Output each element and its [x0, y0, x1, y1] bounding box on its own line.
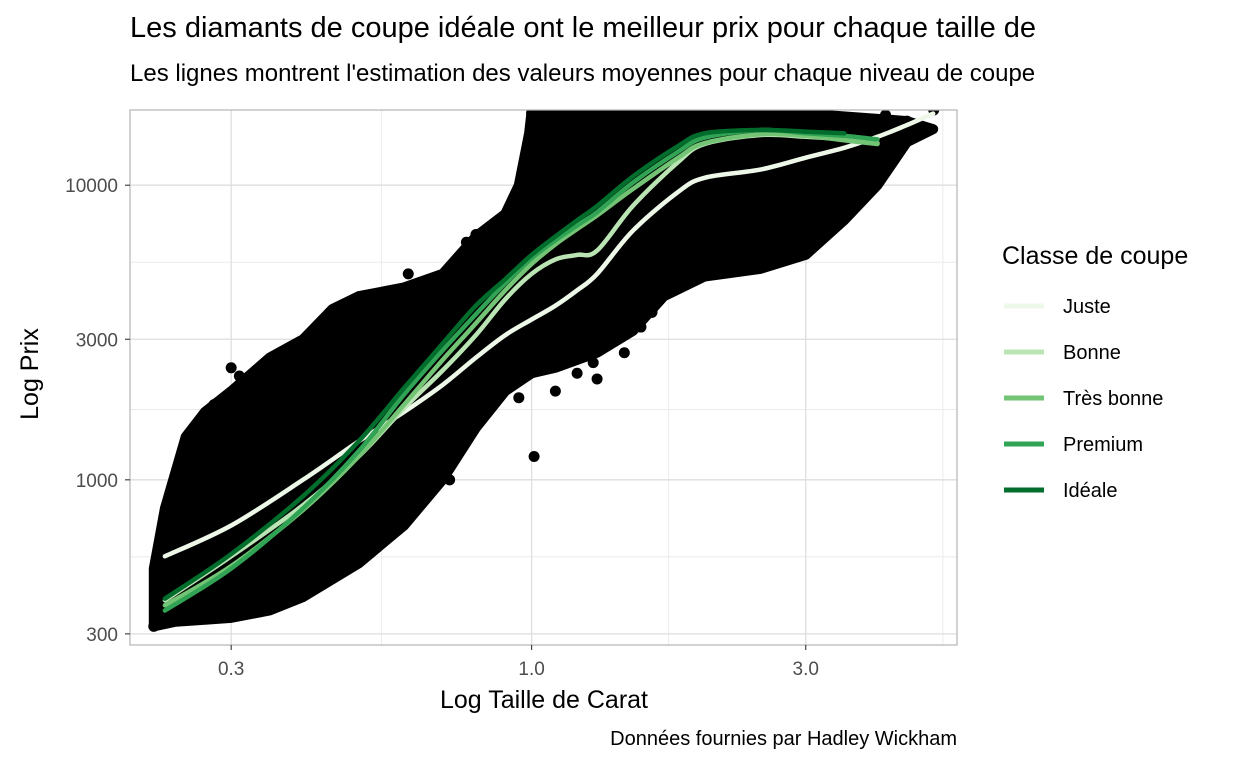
scatter-point: [476, 242, 488, 254]
scatter-point: [705, 253, 717, 265]
legend-label-1: Juste: [1063, 296, 1111, 318]
chart-caption: Données fournies par Hadley Wickham: [610, 728, 957, 750]
scatter-point: [618, 347, 630, 359]
y-tick-label: 10000: [65, 176, 118, 197]
scatter-point: [332, 314, 344, 326]
scatter-point: [528, 450, 540, 462]
scatter-point: [646, 306, 658, 318]
scatter-point: [808, 172, 820, 184]
scatter-point: [362, 474, 374, 486]
scatter-point: [538, 333, 550, 345]
scatter-point: [827, 114, 839, 126]
legend-label-3: Très bonne: [1063, 388, 1163, 410]
series-line-3: [162, 131, 880, 608]
scatter-point: [796, 245, 808, 257]
legend-label-5: Idéale: [1063, 480, 1118, 502]
scatter-point: [457, 422, 469, 434]
scatter-point: [880, 110, 892, 121]
scatter-point: [800, 183, 812, 195]
scatter-point: [778, 179, 790, 191]
scatter-point: [233, 370, 245, 382]
y-tick-label: 1000: [76, 471, 118, 492]
scatter-point: [510, 208, 522, 220]
scatter-point: [429, 435, 441, 447]
scatter-cloud: [148, 110, 939, 632]
scatter-point: [801, 200, 813, 212]
legend: Classe de coupe Juste Bonne Très bonne Prem…: [1002, 242, 1188, 502]
scatter-point: [587, 357, 599, 369]
scatter-point: [733, 236, 745, 248]
legend-title: Classe de coupe: [1002, 242, 1188, 270]
plot-content: [148, 110, 940, 632]
scatter-point: [591, 373, 603, 385]
x-tick-label: 0.3: [218, 659, 244, 680]
chart-subtitle: Les lignes montrent l'estimation des val…: [130, 60, 1036, 87]
scatter-point: [505, 225, 517, 237]
scatter-point: [402, 268, 414, 280]
x-tick-label: 1.0: [518, 659, 544, 680]
scatter-point: [627, 110, 639, 117]
scatter-point: [571, 367, 583, 379]
scatter-point: [406, 468, 418, 480]
scatter-point: [665, 276, 677, 288]
axes: 0.3 1.0 3.0 300 1000 3000 10000: [65, 176, 819, 680]
scatter-point: [635, 321, 647, 333]
scatter-point: [849, 117, 861, 129]
chart-title: Les diamants de coupe idéale ont le meil…: [130, 12, 1037, 44]
scatter-point: [470, 229, 482, 241]
scatter-point: [722, 247, 734, 259]
scatter-point: [699, 110, 711, 118]
y-axis-title: Log Prix: [16, 328, 44, 420]
scatter-point: [460, 236, 472, 248]
scatter-point: [513, 392, 525, 404]
y-tick-label: 3000: [76, 330, 118, 351]
scatter-point: [189, 474, 201, 486]
scatter-point: [264, 385, 276, 397]
scatter-point: [549, 385, 561, 397]
scatter-point: [342, 347, 354, 359]
scatter-point: [180, 483, 192, 495]
scatter-point: [444, 474, 456, 486]
scatter-point: [686, 268, 698, 280]
scatter-point: [485, 399, 497, 411]
scatter-point: [754, 214, 766, 226]
legend-label-2: Bonne: [1063, 342, 1121, 364]
scatter-point: [385, 440, 397, 452]
x-axis-title: Log Taille de Carat: [440, 686, 648, 714]
x-tick-label: 3.0: [793, 659, 819, 680]
scatter-point: [148, 620, 160, 632]
scatter-point: [454, 253, 466, 265]
scatter-point: [303, 329, 315, 341]
panel-border: [129, 109, 958, 646]
series-line-5: [162, 127, 847, 601]
plot-panel: [129, 109, 958, 646]
scatter-point: [801, 158, 813, 170]
scatter-point: [526, 110, 538, 119]
y-tick-label: 300: [86, 625, 118, 646]
scatter-point: [208, 399, 220, 411]
legend-label-4: Premium: [1063, 434, 1143, 456]
scatter-point: [315, 321, 327, 333]
scatter-point: [225, 362, 237, 374]
